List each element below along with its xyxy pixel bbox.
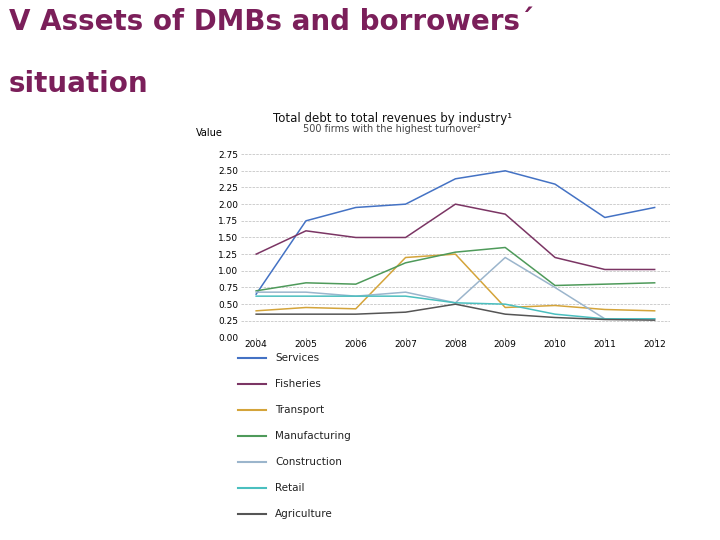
Text: Transport: Transport <box>275 405 324 415</box>
Text: Construction: Construction <box>275 457 342 467</box>
Text: Fisheries: Fisheries <box>275 379 321 389</box>
Text: Retail: Retail <box>275 483 305 492</box>
Text: Agriculture: Agriculture <box>275 509 333 518</box>
Text: Total debt to total revenues by industry¹: Total debt to total revenues by industry… <box>273 112 512 125</box>
Text: V Assets of DMBs and borrowers´: V Assets of DMBs and borrowers´ <box>9 8 534 36</box>
Text: Services: Services <box>275 353 319 363</box>
Text: 500 firms with the highest turnover²: 500 firms with the highest turnover² <box>303 124 482 134</box>
Text: situation: situation <box>9 70 148 98</box>
Text: Manufacturing: Manufacturing <box>275 431 351 441</box>
Text: Value: Value <box>197 128 223 138</box>
